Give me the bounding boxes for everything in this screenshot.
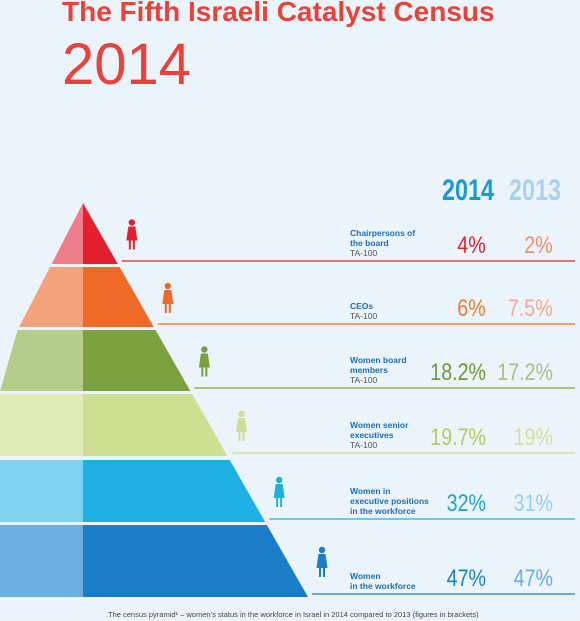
woman-figure-icon xyxy=(126,219,138,250)
row-category-label: Women in the workforce xyxy=(350,571,416,592)
row-category-label: Women board members xyxy=(350,354,407,375)
tier-1-left-half xyxy=(51,203,83,264)
row-category-label: Women senior executives xyxy=(350,419,409,440)
tier-1-right-half xyxy=(83,203,118,264)
value-2013: 31% xyxy=(513,490,553,517)
tier-5-label: Women in executive positions in the workfo… xyxy=(350,486,429,517)
chart-caption: The census pyramid¹ – women’s status in … xyxy=(108,610,479,619)
tier-5-right-half xyxy=(83,460,266,522)
tier-4-right-half xyxy=(83,394,228,456)
tier-2-left-half xyxy=(19,267,83,327)
value-2013: 19% xyxy=(513,424,553,451)
value-2013: 47% xyxy=(513,565,553,592)
woman-figure-icon xyxy=(235,410,247,441)
row-sub-label: TA-100 xyxy=(350,311,378,322)
tier-2-label: CEOs TA-100 xyxy=(350,301,377,321)
tier-3-right-half xyxy=(83,330,191,391)
tier-1-label: Chairpersons of the board TA-100 xyxy=(350,228,415,259)
tier-4-label: Women senior executives TA-100 xyxy=(350,420,408,451)
woman-figure-icon xyxy=(273,476,285,507)
row-category-label: Women in executive positions in the workfo… xyxy=(350,485,429,516)
page-title: The Fifth Israeli Catalyst Census xyxy=(62,0,495,27)
value-2014: 19.7% xyxy=(430,424,486,451)
woman-figure-icon xyxy=(198,346,210,377)
tier-6-label: Women in the workforce xyxy=(350,571,416,591)
tier-3-label: Women board members TA-100 xyxy=(350,355,407,386)
tier-5-left-half xyxy=(0,460,83,522)
tier-2-right-half xyxy=(83,267,154,327)
value-2014: 4% xyxy=(457,232,486,259)
row-category-label: CEOs xyxy=(350,301,374,311)
column-header-2014: 2014 xyxy=(442,174,495,207)
value-2014: 6% xyxy=(457,295,486,322)
woman-figure-icon xyxy=(162,282,174,313)
woman-figure-icon xyxy=(316,546,328,577)
value-2014: 32% xyxy=(446,490,486,517)
value-2014: 47% xyxy=(446,565,486,592)
value-2013: 17.2% xyxy=(497,359,553,386)
tier-3-left-half xyxy=(0,330,83,391)
column-header-2013: 2013 xyxy=(509,174,562,207)
value-2013: 2% xyxy=(524,232,553,259)
tier-4-left-half xyxy=(0,394,83,456)
row-sub-label: TA-100 xyxy=(350,247,378,258)
row-sub-label: TA-100 xyxy=(350,439,378,450)
tier-6-left-half xyxy=(0,525,83,597)
row-category-label: Chairpersons of the board xyxy=(350,227,416,248)
value-2013: 7.5% xyxy=(508,295,553,322)
census-year: 2014 xyxy=(62,32,192,97)
row-sub-label: TA-100 xyxy=(350,374,378,385)
tier-6-right-half xyxy=(83,525,308,597)
value-2014: 18.2% xyxy=(430,359,486,386)
